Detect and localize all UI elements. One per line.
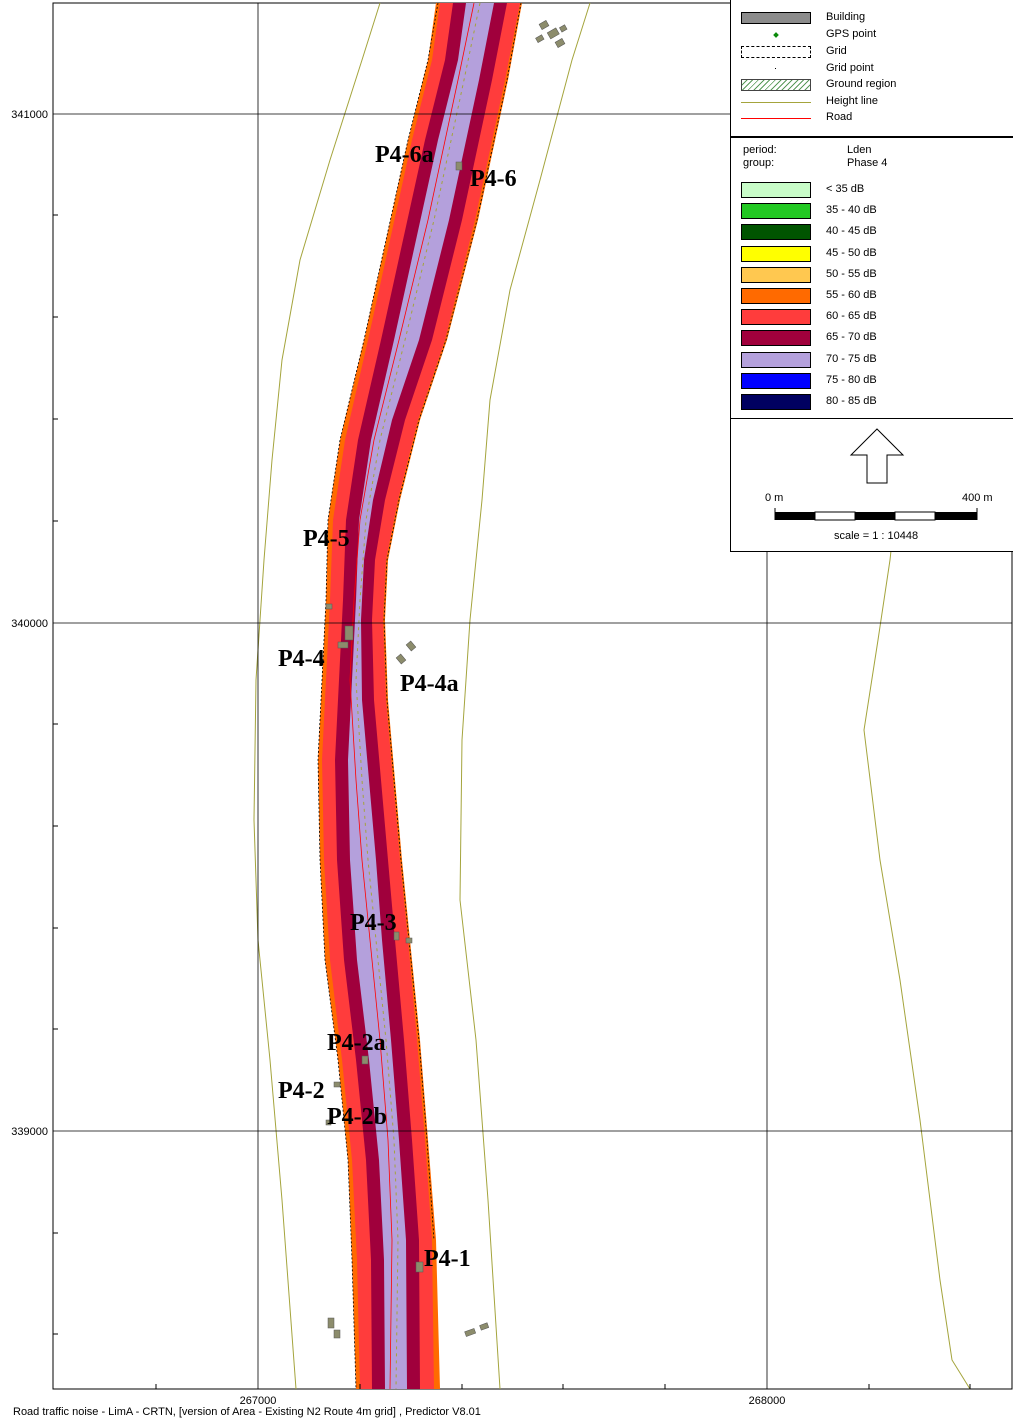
legend-band: < 35 dB bbox=[731, 180, 1013, 198]
period-label: period: bbox=[743, 144, 777, 156]
height-lines bbox=[253, 2, 971, 1390]
label-p4-2a: P4-2a bbox=[327, 1030, 386, 1056]
legend-band-swatch bbox=[741, 351, 811, 368]
legend-item-height-line: Height line bbox=[731, 94, 1013, 111]
legend-band: 50 - 55 dB bbox=[731, 265, 1013, 283]
legend-band: 65 - 70 dB bbox=[731, 328, 1013, 347]
road bbox=[349, 2, 475, 1390]
legend-band-label: 80 - 85 dB bbox=[826, 395, 877, 407]
legend-band: 40 - 45 dB bbox=[731, 222, 1013, 241]
legend-item-gps-point: GPS point bbox=[731, 27, 1013, 44]
legend-item-grid: Grid bbox=[731, 44, 1013, 61]
group-label: group: bbox=[743, 157, 775, 169]
legend-band-label: 60 - 65 dB bbox=[826, 310, 877, 323]
legend-band-label: 45 - 50 dB bbox=[826, 246, 877, 259]
y-tick-341000: 341000 bbox=[11, 109, 48, 121]
legend-band: 45 - 50 dB bbox=[731, 244, 1013, 262]
label-p4-4: P4-4 bbox=[278, 646, 325, 672]
label-p4-2: P4-2 bbox=[278, 1078, 325, 1104]
height-line-symbol bbox=[741, 96, 811, 108]
legend-band-swatch bbox=[741, 266, 811, 283]
legend-band-swatch bbox=[741, 245, 811, 262]
label-p4-1: P4-1 bbox=[424, 1246, 471, 1272]
legend-noise-levels: period: Lden group: Phase 4 < 35 dB 35 - … bbox=[730, 137, 1013, 419]
legend-item-road: Road bbox=[731, 110, 1013, 127]
legend-band: 80 - 85 dB bbox=[731, 392, 1013, 410]
label-p4-2b: P4-2b bbox=[327, 1104, 387, 1130]
grid-point-symbol bbox=[741, 63, 811, 75]
height-line-east bbox=[863, 418, 971, 1390]
legend-band: 55 - 60 dB bbox=[731, 286, 1013, 304]
legend-band-label: 40 - 45 dB bbox=[826, 225, 877, 238]
footer-caption: Road traffic noise - LimA - CRTN, [versi… bbox=[13, 1406, 481, 1418]
height-line-left bbox=[253, 2, 381, 1390]
period-value: Lden bbox=[847, 144, 872, 156]
height-line-right bbox=[459, 2, 591, 1390]
scale-end-label: 400 m bbox=[962, 492, 993, 504]
legend-band: 60 - 65 dB bbox=[731, 307, 1013, 326]
legend-item-grid-point: Grid point bbox=[731, 61, 1013, 78]
legend-band-swatch bbox=[741, 288, 811, 304]
noise-contours bbox=[318, 2, 522, 1390]
grid-symbol bbox=[741, 46, 811, 58]
legend-band: 70 - 75 dB bbox=[731, 350, 1013, 368]
grid-boundary-right bbox=[383, 2, 522, 1241]
label-p4-5: P4-5 bbox=[303, 526, 350, 552]
buildings bbox=[325, 20, 568, 1339]
label-p4-6a: P4-6a bbox=[375, 142, 434, 168]
legend-band-swatch bbox=[741, 203, 811, 220]
legend-band-label: 35 - 40 dB bbox=[826, 204, 877, 217]
label-p4-3: P4-3 bbox=[350, 910, 397, 936]
legend-symbol-key: Building GPS point Grid Grid point Groun… bbox=[730, 0, 1013, 137]
legend-band-label: 50 - 55 dB bbox=[826, 267, 877, 280]
north-arrow-icon bbox=[849, 428, 905, 484]
ground-region-symbol bbox=[741, 79, 811, 91]
coordinate-grid bbox=[53, 3, 1012, 1389]
legend-band-label: < 35 dB bbox=[826, 183, 865, 195]
label-p4-4a: P4-4a bbox=[400, 671, 459, 697]
label-p4-6: P4-6 bbox=[470, 166, 517, 192]
gps-point-symbol bbox=[741, 29, 811, 41]
legend-band-label: 70 - 75 dB bbox=[826, 352, 877, 365]
legend-band-swatch bbox=[741, 309, 811, 326]
legend-band: 75 - 80 dB bbox=[731, 371, 1013, 389]
legend-scale: 0 m 400 m scale = 1 : 10448 bbox=[730, 419, 1013, 552]
legend-band-swatch bbox=[741, 372, 811, 389]
legend-band-swatch bbox=[741, 182, 811, 198]
scale-ratio: scale = 1 : 10448 bbox=[834, 530, 919, 542]
legend-band-label: 75 - 80 dB bbox=[826, 373, 877, 386]
group-value: Phase 4 bbox=[847, 157, 888, 169]
legend-item-ground-region: Ground region bbox=[731, 77, 1013, 94]
y-tick-340000: 340000 bbox=[11, 618, 48, 630]
legend-band-label: 65 - 70 dB bbox=[826, 331, 877, 344]
x-tick-267000: 267000 bbox=[240, 1395, 277, 1407]
legend-band-swatch bbox=[741, 224, 811, 241]
axis-ticks bbox=[53, 214, 971, 1389]
legend-band-swatch bbox=[741, 394, 811, 410]
grid-boundary bbox=[317, 2, 439, 1390]
legend-band-label: 55 - 60 dB bbox=[826, 289, 877, 301]
road-symbol bbox=[741, 112, 811, 124]
y-tick-339000: 339000 bbox=[11, 1126, 48, 1138]
building-symbol bbox=[741, 12, 811, 24]
scale-bar bbox=[774, 508, 978, 521]
legend-band-swatch bbox=[741, 330, 811, 347]
band-70-75 bbox=[348, 3, 494, 1389]
x-tick-268000: 268000 bbox=[749, 1395, 786, 1407]
legend-item-building: Building bbox=[731, 10, 1013, 27]
scale-start-label: 0 m bbox=[765, 492, 784, 504]
legend-band: 35 - 40 dB bbox=[731, 201, 1013, 220]
